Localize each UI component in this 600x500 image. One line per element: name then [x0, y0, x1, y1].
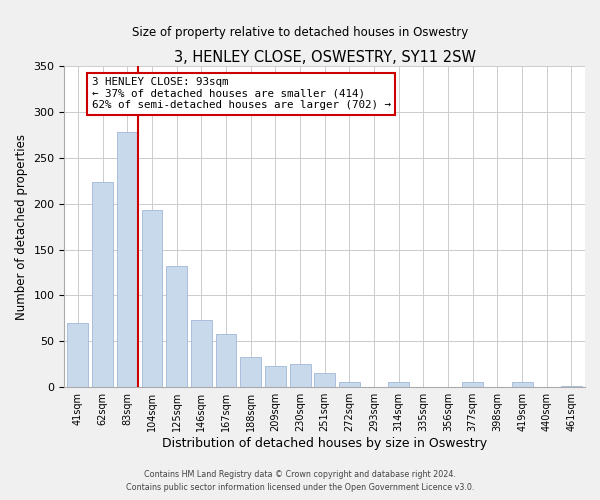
Bar — [314, 374, 335, 387]
Bar — [240, 357, 261, 387]
Bar — [67, 323, 88, 387]
Bar — [339, 382, 360, 387]
Bar — [117, 132, 138, 387]
Bar — [290, 364, 311, 387]
Bar — [92, 182, 113, 387]
Bar — [462, 382, 483, 387]
Text: 3 HENLEY CLOSE: 93sqm
← 37% of detached houses are smaller (414)
62% of semi-det: 3 HENLEY CLOSE: 93sqm ← 37% of detached … — [92, 77, 391, 110]
Bar — [166, 266, 187, 387]
X-axis label: Distribution of detached houses by size in Oswestry: Distribution of detached houses by size … — [162, 437, 487, 450]
Bar — [512, 382, 533, 387]
Bar — [561, 386, 582, 387]
Bar — [388, 382, 409, 387]
Bar — [215, 334, 236, 387]
Bar — [142, 210, 163, 387]
Text: Contains HM Land Registry data © Crown copyright and database right 2024.
Contai: Contains HM Land Registry data © Crown c… — [126, 470, 474, 492]
Y-axis label: Number of detached properties: Number of detached properties — [15, 134, 28, 320]
Bar — [191, 320, 212, 387]
Bar — [265, 366, 286, 387]
Title: 3, HENLEY CLOSE, OSWESTRY, SY11 2SW: 3, HENLEY CLOSE, OSWESTRY, SY11 2SW — [174, 50, 476, 65]
Text: Size of property relative to detached houses in Oswestry: Size of property relative to detached ho… — [132, 26, 468, 39]
